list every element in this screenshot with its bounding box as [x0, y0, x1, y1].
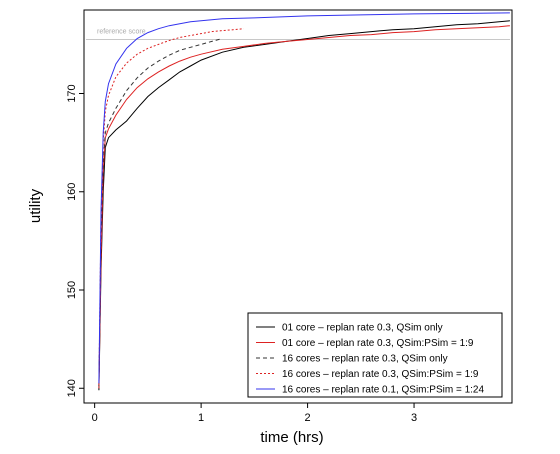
legend-label-1: 01 core – replan rate 0.3, QSim only	[282, 323, 443, 334]
y-tick-label: 150	[66, 281, 78, 299]
series-line-4	[98, 28, 244, 386]
legend-label-4: 16 cores – replan rate 0.3, QSim:PSim = …	[282, 369, 479, 380]
x-axis-label: time (hrs)	[260, 429, 323, 446]
legend-label-5: 16 cores – replan rate 0.1, QSim:PSim = …	[282, 385, 484, 396]
x-axis: 0 1 2 3	[92, 403, 417, 424]
y-axis-label: utility	[27, 188, 44, 223]
x-tick-label: 0	[92, 412, 98, 424]
legend-box	[247, 312, 503, 398]
series-line-5	[98, 12, 510, 384]
x-tick-label: 1	[198, 412, 204, 424]
reference-label: reference score	[97, 28, 146, 35]
x-tick-label: 3	[411, 412, 417, 424]
y-axis: 140 150 160 170	[66, 84, 84, 397]
series-line-3	[98, 38, 223, 387]
y-tick-label: 160	[66, 183, 78, 201]
y-tick-label: 170	[66, 84, 78, 102]
plot-frame	[83, 9, 513, 404]
legend-label-3: 16 cores – replan rate 0.3, QSim only	[282, 354, 448, 365]
y-tick-label: 140	[66, 379, 78, 397]
legend-label-2: 01 core – replan rate 0.3, QSim:PSim = 1…	[282, 338, 474, 349]
series-line-2	[98, 25, 510, 389]
series-line-1	[98, 20, 510, 391]
x-tick-label: 2	[305, 412, 311, 424]
reference-layer: reference score	[86, 28, 510, 40]
legend: 01 core – replan rate 0.3, QSim only 01 c…	[247, 312, 503, 398]
series-layer	[98, 12, 510, 391]
